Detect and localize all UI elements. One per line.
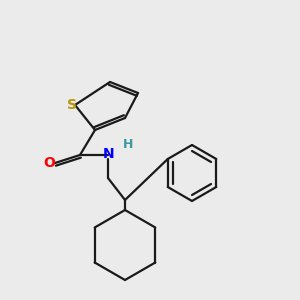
- Text: S: S: [67, 98, 77, 112]
- Text: H: H: [123, 139, 133, 152]
- Text: N: N: [103, 147, 115, 161]
- Text: O: O: [43, 156, 55, 170]
